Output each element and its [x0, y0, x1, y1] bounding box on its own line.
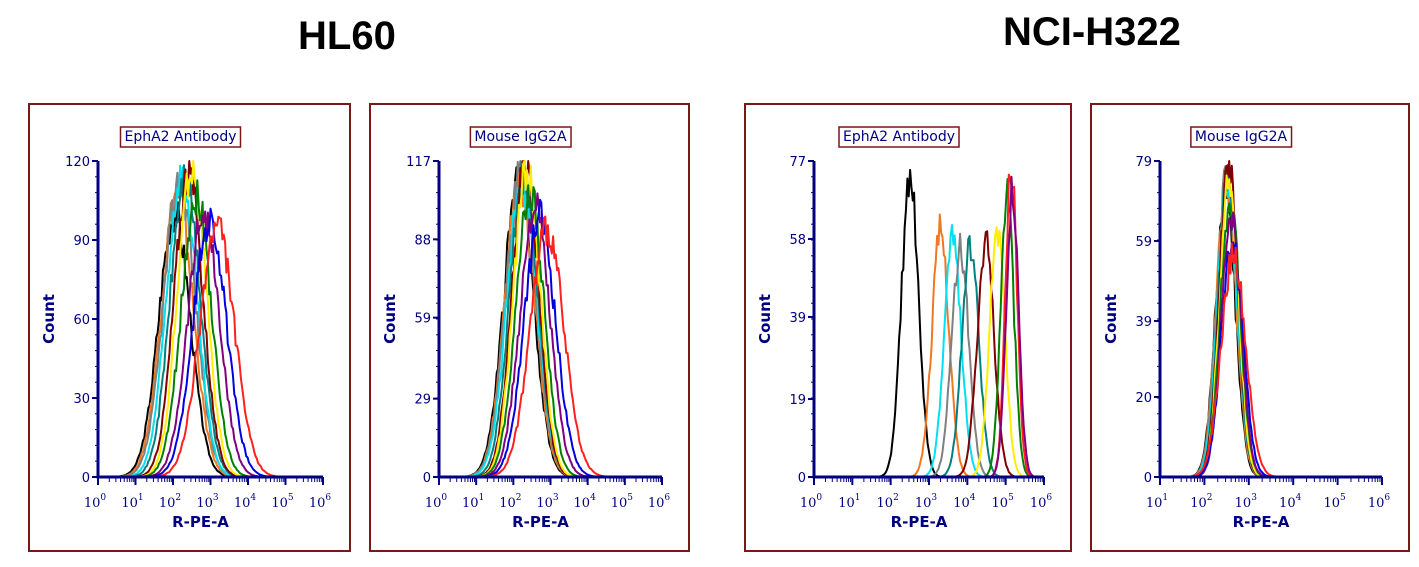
- panel-nci-h322-igg2a: Mouse IgG2A 0 20 39 59 79 101 102 103 104 105 106 R-…: [1090, 103, 1410, 552]
- x-tick-label: 100: [425, 493, 448, 511]
- panel-title-box: [119, 126, 242, 148]
- x-tick-label: 103: [536, 493, 559, 511]
- histogram-series: [814, 226, 1044, 478]
- y-tick-label: 117: [406, 155, 431, 170]
- y-tick-label: 79: [1135, 155, 1152, 170]
- x-tick-label: 101: [838, 493, 860, 511]
- y-tick-label: 77: [789, 155, 806, 170]
- x-tick-label: 106: [1368, 493, 1391, 511]
- histogram-series: [1160, 172, 1382, 478]
- histogram-svg: EphA2 Antibody 0 19 39 58 77 100 101 102 103 104 10…: [756, 126, 1053, 531]
- y-tick-label: 58: [789, 233, 806, 248]
- x-tick-label: 100: [800, 493, 823, 511]
- histogram-series: [814, 175, 1044, 478]
- panel-nci-h322-epha2: EphA2 Antibody 0 19 39 58 77 100 101 102 103 104 10…: [744, 103, 1072, 552]
- histogram-series: [814, 224, 1044, 478]
- histogram-svg: Mouse IgG2A 0 20 39 59 79 101 102 103 104 105 106 R-…: [1102, 126, 1391, 531]
- group-title-hl60: HL60: [298, 14, 396, 58]
- x-tick-label: 101: [121, 493, 143, 511]
- x-axis-label: R-PE-A: [1233, 513, 1290, 531]
- y-axis-label: Count: [381, 294, 399, 344]
- x-tick-label: 103: [1235, 493, 1258, 511]
- panel-hl60-epha2: EphA2 Antibody 0 30 60 90 120 100 101 102 103 104 1…: [28, 103, 351, 552]
- x-tick-label: 105: [1323, 493, 1346, 511]
- x-tick-label: 106: [1030, 493, 1053, 511]
- histogram-series: [814, 232, 1044, 478]
- x-axis-label: R-PE-A: [512, 513, 569, 531]
- x-tick-label: 105: [992, 493, 1015, 511]
- histogram-series: [814, 213, 1044, 478]
- axes: [1158, 161, 1382, 479]
- x-tick-label: 105: [271, 493, 294, 511]
- x-tick-label: 104: [234, 493, 257, 511]
- x-tick-label: 103: [915, 493, 938, 511]
- x-tick-label: 104: [574, 493, 597, 511]
- panel-title: EphA2 Antibody: [125, 129, 237, 145]
- histogram-series: [814, 235, 1044, 478]
- panel-title-box: [1190, 126, 1293, 148]
- histogram-series: [1160, 242, 1382, 478]
- panel-title: Mouse IgG2A: [474, 129, 567, 145]
- y-tick-label: 88: [414, 233, 431, 248]
- histogram-series: [1160, 241, 1382, 478]
- histogram-series: [1160, 174, 1382, 478]
- x-tick-label: 101: [462, 493, 484, 511]
- panel-title-box: [838, 126, 960, 148]
- y-axis-label: Count: [1102, 294, 1120, 344]
- y-tick-label: 30: [73, 392, 90, 407]
- x-tick-label: 102: [1190, 493, 1212, 511]
- x-tick-label: 105: [611, 493, 634, 511]
- x-tick-label: 100: [84, 493, 107, 511]
- x-tick-label: 101: [1146, 493, 1168, 511]
- histogram-series: [1160, 167, 1382, 478]
- y-tick-label: 59: [1135, 235, 1152, 250]
- x-tick-label: 102: [877, 493, 899, 511]
- panel-hl60-igg2a: Mouse IgG2A 0 29 59 88 117 100 101 102 103 104 105 1…: [369, 103, 690, 552]
- y-tick-label: 0: [1144, 471, 1152, 486]
- y-axis-label: Count: [40, 294, 58, 344]
- x-tick-label: 106: [309, 493, 332, 511]
- y-tick-label: 29: [414, 393, 431, 408]
- histogram-svg: Mouse IgG2A 0 29 59 88 117 100 101 102 103 104 105 1…: [381, 126, 671, 531]
- group-title-nci-h322: NCI-H322: [1003, 10, 1181, 54]
- histogram-series: [814, 230, 1044, 478]
- x-tick-label: 102: [159, 493, 181, 511]
- y-axis-label: Count: [756, 294, 774, 344]
- histogram-series: [1160, 160, 1382, 478]
- y-tick-label: 19: [789, 393, 806, 408]
- x-tick-label: 106: [648, 493, 671, 511]
- y-tick-label: 20: [1135, 391, 1152, 406]
- histogram-series: [1160, 172, 1382, 478]
- x-axis-label: R-PE-A: [891, 513, 948, 531]
- histogram-svg: EphA2 Antibody 0 30 60 90 120 100 101 102 103 104 1…: [40, 126, 332, 531]
- panel-title: Mouse IgG2A: [1195, 129, 1288, 145]
- histogram-series: [1160, 202, 1382, 478]
- histogram-series: [1160, 163, 1382, 478]
- x-axis-label: R-PE-A: [172, 513, 229, 531]
- y-tick-label: 60: [73, 313, 90, 328]
- histogram-series: [1160, 211, 1382, 478]
- histogram-series: [1160, 165, 1382, 478]
- x-tick-label: 104: [1279, 493, 1302, 511]
- x-tick-label: 103: [196, 493, 219, 511]
- y-tick-label: 39: [1135, 315, 1152, 330]
- y-tick-label: 59: [414, 312, 431, 327]
- y-tick-label: 0: [798, 471, 806, 486]
- y-tick-label: 90: [73, 234, 90, 249]
- x-tick-label: 104: [953, 493, 976, 511]
- y-tick-label: 120: [65, 155, 90, 170]
- panel-title: EphA2 Antibody: [843, 129, 955, 145]
- panel-title-box: [469, 126, 572, 148]
- x-tick-label: 102: [499, 493, 521, 511]
- y-tick-label: 0: [82, 471, 90, 486]
- y-tick-label: 0: [423, 471, 431, 486]
- y-tick-label: 39: [789, 311, 806, 326]
